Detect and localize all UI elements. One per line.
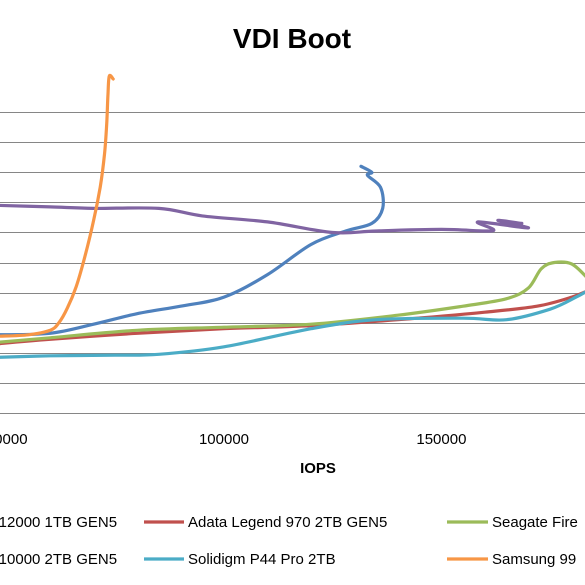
series-line-2: [0, 260, 585, 344]
x-tick-label-2: 150000: [416, 431, 466, 448]
x-axis-title: IOPS: [300, 460, 336, 477]
x-tick-label-0: 50000: [0, 431, 28, 448]
legend-label-3: s 10000 2TB GEN5: [0, 551, 117, 568]
series-line-3: [0, 203, 530, 235]
legend-label-1: Adata Legend 970 2TB GEN5: [188, 514, 387, 531]
series-lines: [0, 73, 585, 359]
x-tick-labels: 50000 100000 150000: [0, 431, 466, 448]
legend-label-5: Samsung 99: [492, 551, 576, 568]
chart-title: VDI Boot: [233, 23, 351, 54]
x-tick-label-1: 100000: [199, 431, 249, 448]
series-line-4: [0, 290, 585, 359]
series-line-0: [0, 164, 385, 337]
series-line-5: [0, 73, 115, 338]
legend: s 12000 1TB GEN5 Adata Legend 970 2TB GEN…: [0, 514, 578, 568]
gridlines: [0, 112, 585, 414]
legend-label-0: s 12000 1TB GEN5: [0, 514, 117, 531]
legend-label-4: Solidigm P44 Pro 2TB: [188, 551, 336, 568]
legend-label-2: Seagate Fire: [492, 514, 578, 531]
